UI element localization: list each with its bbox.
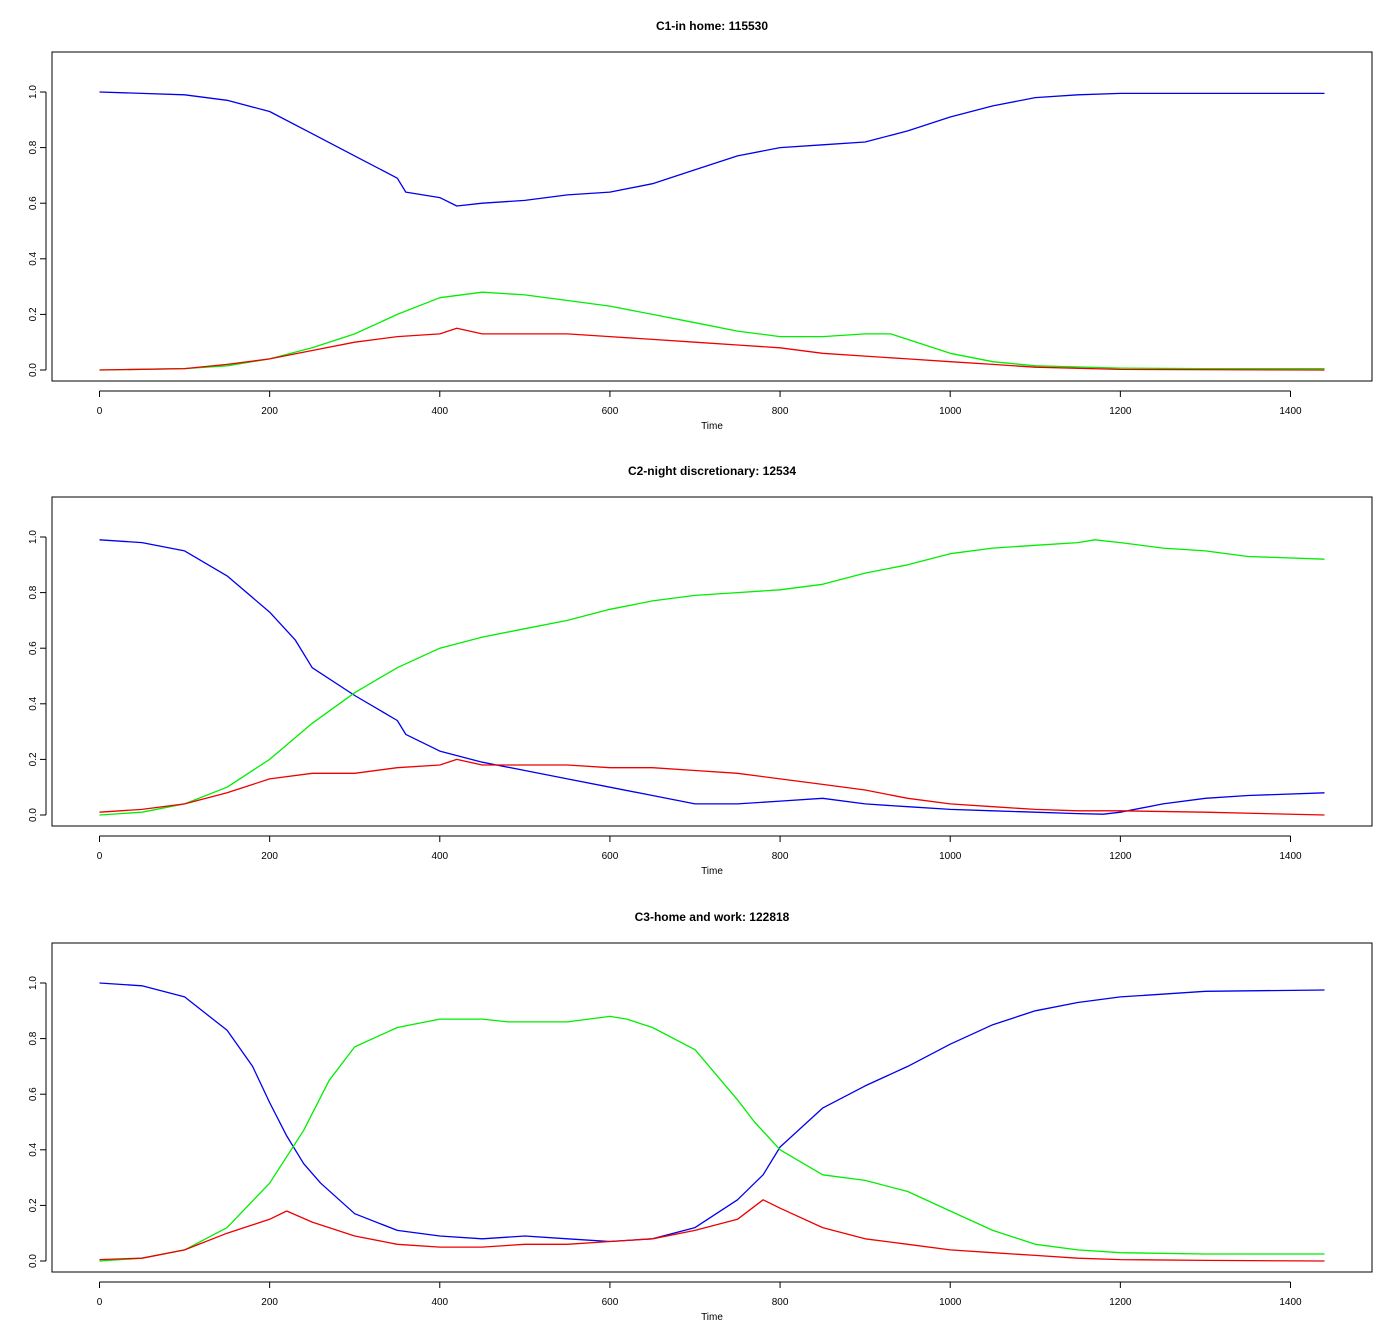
y-tick-label: 0.6 xyxy=(28,1087,39,1101)
x-tick-label: 1000 xyxy=(939,851,962,862)
x-tick-label: 1000 xyxy=(939,1297,962,1308)
y-tick-label: 1.0 xyxy=(28,85,39,99)
x-axis-title: Time xyxy=(701,1312,723,1323)
series-line-2 xyxy=(99,539,1325,816)
series-line-1 xyxy=(99,982,1325,1243)
series-line-2 xyxy=(99,291,1325,371)
chart-panel-3: C3-home and work: 122818 0 200 400 600 800 100… xyxy=(28,910,1373,1323)
y-tick-label: 0.4 xyxy=(28,1142,39,1156)
y-tick-label: 1.0 xyxy=(28,530,39,544)
x-tick-label: 400 xyxy=(431,1297,448,1308)
series-line-1 xyxy=(99,539,1325,815)
y-tick-label: 0.4 xyxy=(28,696,39,710)
y-tick-label: 0.2 xyxy=(28,1198,39,1212)
x-tick-label: 400 xyxy=(431,851,448,862)
series-line-1 xyxy=(99,91,1325,207)
chart-title: C1-in home: 115530 xyxy=(656,19,768,33)
x-tick-label: 1200 xyxy=(1109,1297,1132,1308)
x-tick-label: 1400 xyxy=(1279,1297,1302,1308)
x-tick-label: 400 xyxy=(431,406,448,417)
x-tick-label: 0 xyxy=(97,851,103,862)
y-tick-label: 0.8 xyxy=(28,585,39,599)
plot-frame xyxy=(51,496,1373,827)
x-tick-label: 800 xyxy=(772,406,789,417)
series-line-3 xyxy=(99,758,1325,816)
chart-panel-2: C2-night discretionary: 12534 0 200 400 600 8… xyxy=(28,464,1373,877)
x-tick-label: 600 xyxy=(602,406,619,417)
chart-panel-1: C1-in home: 115530 0 200 400 600 800 1000 1200 1… xyxy=(28,19,1373,432)
series-line-2 xyxy=(99,1015,1325,1262)
y-tick-label: 0.0 xyxy=(28,808,39,822)
y-tick-label: 0.8 xyxy=(28,1031,39,1045)
x-tick-label: 200 xyxy=(261,406,278,417)
x-tick-label: 200 xyxy=(261,851,278,862)
x-tick-label: 0 xyxy=(97,406,103,417)
plot-frame xyxy=(51,51,1373,382)
x-tick-label: 0 xyxy=(97,1297,103,1308)
chart-title: C2-night discretionary: 12534 xyxy=(628,464,796,478)
x-tick-label: 600 xyxy=(602,851,619,862)
x-tick-label: 800 xyxy=(772,1297,789,1308)
series-line-3 xyxy=(99,1199,1325,1262)
x-axis-title: Time xyxy=(701,866,723,877)
y-tick-label: 0.4 xyxy=(28,251,39,265)
y-tick-label: 0.2 xyxy=(28,752,39,766)
x-tick-label: 1400 xyxy=(1279,851,1302,862)
x-axis-title: Time xyxy=(701,421,723,432)
x-tick-label: 1400 xyxy=(1279,406,1302,417)
y-tick-label: 0.2 xyxy=(28,307,39,321)
y-tick-label: 0.6 xyxy=(28,641,39,655)
y-tick-label: 0.0 xyxy=(28,363,39,377)
x-tick-label: 800 xyxy=(772,851,789,862)
y-tick-label: 0.0 xyxy=(28,1254,39,1268)
x-tick-label: 600 xyxy=(602,1297,619,1308)
y-tick-label: 0.6 xyxy=(28,196,39,210)
x-tick-label: 1200 xyxy=(1109,851,1132,862)
x-tick-label: 1200 xyxy=(1109,406,1132,417)
plot-frame xyxy=(51,942,1373,1273)
y-tick-label: 1.0 xyxy=(28,976,39,990)
series-line-3 xyxy=(99,327,1325,371)
y-tick-label: 0.8 xyxy=(28,140,39,154)
x-tick-label: 1000 xyxy=(939,406,962,417)
chart-title: C3-home and work: 122818 xyxy=(635,910,790,924)
x-tick-label: 200 xyxy=(261,1297,278,1308)
